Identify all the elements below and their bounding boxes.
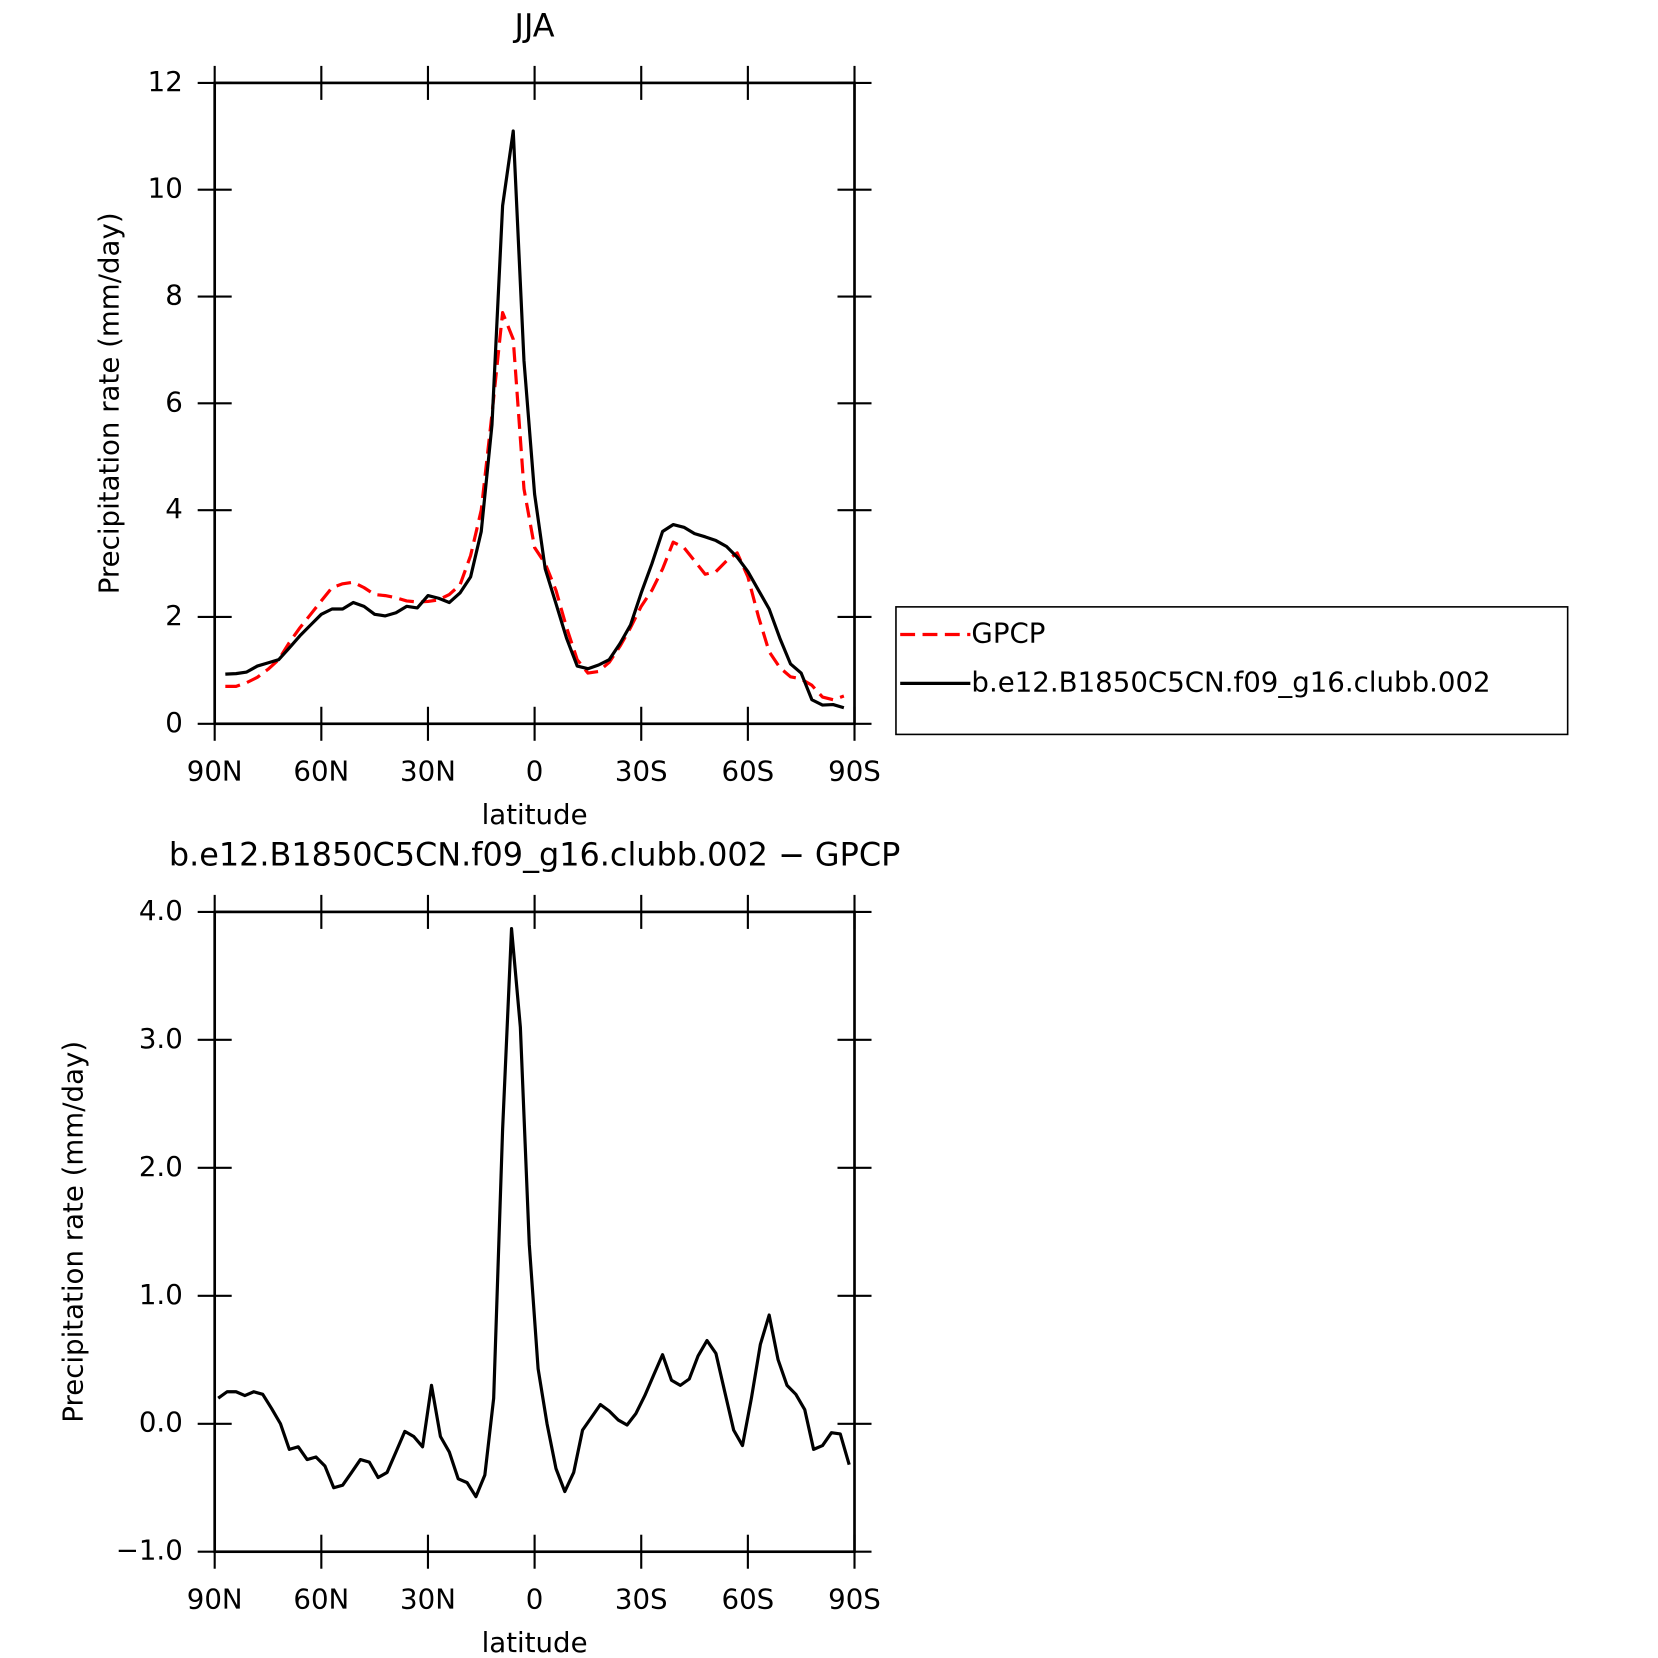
x-tick-label: 60S xyxy=(722,755,775,788)
y-tick-label: 4 xyxy=(165,492,183,525)
x-tick-label: 0 xyxy=(526,755,544,788)
y-tick-label: 12 xyxy=(148,65,183,98)
y-tick-label: 8 xyxy=(165,279,183,312)
x-tick-label: 0 xyxy=(526,1583,544,1616)
x-tick-label: 30N xyxy=(400,755,456,788)
y-axis-label: Precipitation rate (mm/day) xyxy=(56,1041,89,1423)
data-line xyxy=(217,926,851,1499)
y-tick-label: 3.0 xyxy=(139,1022,183,1055)
x-axis-label: latitude xyxy=(482,798,588,831)
x-tick-label: 30S xyxy=(615,755,668,788)
chart-title: b.e12.B1850C5CN.f09_g16.clubb.002 − GPCP xyxy=(169,836,900,874)
y-tick-label: 0 xyxy=(165,706,183,739)
y-tick-label: 6 xyxy=(165,385,183,418)
x-tick-label: 30N xyxy=(400,1583,456,1616)
x-axis-label: latitude xyxy=(482,1626,588,1658)
y-tick-label: 0.0 xyxy=(139,1406,183,1439)
x-tick-label: 90S xyxy=(828,1583,881,1616)
legend-label: b.e12.B1850C5CN.f09_g16.clubb.002 xyxy=(971,665,1490,698)
x-tick-label: 30S xyxy=(615,1583,668,1616)
y-tick-label: 10 xyxy=(148,172,183,205)
x-tick-label: 90S xyxy=(828,755,881,788)
x-tick-label: 60S xyxy=(722,1583,775,1616)
y-tick-label: 2.0 xyxy=(139,1150,183,1183)
data-line xyxy=(225,310,845,702)
x-tick-label: 90N xyxy=(187,755,243,788)
y-tick-label: 2 xyxy=(165,599,183,632)
legend-label: GPCP xyxy=(971,617,1045,650)
y-axis-label: Precipitation rate (mm/day) xyxy=(93,212,126,594)
y-tick-label: 1.0 xyxy=(139,1278,183,1311)
plot-frame xyxy=(213,910,856,1554)
data-line xyxy=(225,129,845,710)
legend-box xyxy=(895,606,1569,736)
x-tick-label: 90N xyxy=(187,1583,243,1616)
chart-title: JJA xyxy=(513,7,555,45)
x-tick-label: 60N xyxy=(293,1583,349,1616)
y-tick-label: −1.0 xyxy=(116,1534,183,1567)
x-tick-label: 60N xyxy=(293,755,349,788)
plot-frame xyxy=(213,81,856,726)
y-tick-label: 4.0 xyxy=(139,894,183,927)
